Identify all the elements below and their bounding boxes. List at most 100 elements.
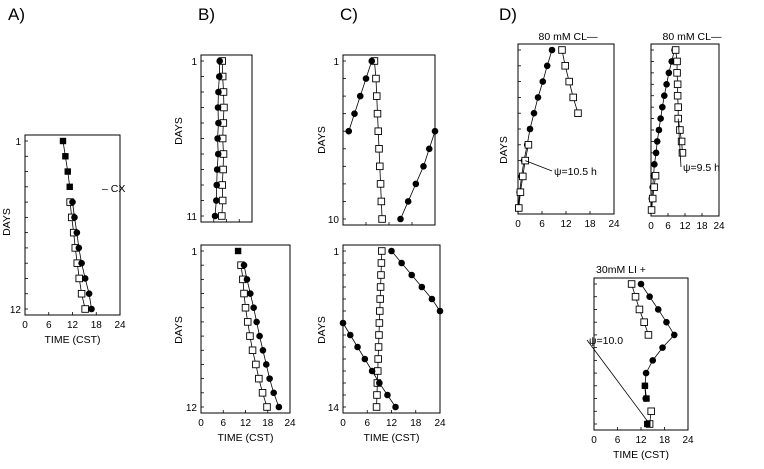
series-line [675,49,683,153]
data-point [659,344,666,351]
data-point [428,295,436,303]
y-tick-label: 1 [333,57,339,68]
data-point [71,214,78,221]
y-tick-label: 11 [187,212,198,223]
data-point [412,180,420,188]
data-point [420,163,427,170]
data-point [219,165,227,174]
data-point [376,283,385,291]
series-line [640,283,675,399]
data-point [376,307,384,315]
data-point [374,367,382,375]
data-point [234,247,242,255]
data-point [64,168,71,175]
panel-label-d: D) [499,5,517,24]
data-point [376,180,385,188]
data-point [75,244,83,252]
data-point [69,198,76,206]
data-point [248,346,257,355]
data-point [425,145,433,153]
chart-d-left: 0 6 12 18 24 DAYS 80 mM CL— ψ=10.5 h [498,31,620,230]
y-tick-label: 1 [191,247,197,258]
y-tick-label: 10 [328,215,340,226]
data-point [677,137,686,146]
x-tick-label: 18 [584,219,596,230]
data-point [214,104,222,111]
data-point [255,374,263,383]
data-point [214,150,222,158]
data-point [376,162,384,171]
data-point [519,172,527,181]
x-tick-label: 24 [608,219,620,230]
data-point [642,369,650,377]
panel-label-a: A) [8,5,25,24]
data-point [627,280,636,288]
data-point [373,109,382,118]
data-point [372,74,380,83]
data-point [215,73,223,80]
annotation-label: ψ=10.0 [589,335,623,347]
data-point [377,259,386,267]
data-point [652,149,660,157]
x-tick-label: 6 [665,221,671,232]
x-tick-label: 12 [240,418,252,429]
x-tick-label: 12 [635,435,647,446]
data-point [362,75,370,82]
data-point [77,289,86,298]
data-point [372,403,381,411]
data-point [375,145,383,153]
data-point [85,290,93,298]
x-tick-label: 0 [340,418,346,429]
y-tick-label: 12 [186,403,198,414]
x-tick-label: 18 [410,418,422,429]
data-point [631,292,640,301]
data-point [673,69,681,77]
data-point [275,403,283,411]
data-point [398,259,405,267]
series-line [518,49,553,209]
chart-c-bottom: 1 140 6 12 18 24 TIME (CST) DAYS [316,244,446,444]
data-point [392,403,399,411]
annotation-label: ψ=9.5 h [683,162,720,174]
data-point [377,271,385,279]
data-point [676,126,684,134]
chart-title: 80 mM CL— [539,31,598,43]
data-point [59,137,67,145]
x-tick-label: 18 [696,221,708,232]
data-point [650,183,658,191]
data-point [252,360,260,369]
series-line [240,265,268,408]
y-axis-label: DAYS [498,136,510,164]
y-tick-label: 1 [333,247,339,258]
plot-frame [342,54,436,226]
data-point [418,283,426,291]
data-point [215,88,222,96]
x-tick-label: 6 [615,435,621,446]
data-point [530,109,538,117]
data-point [66,183,73,191]
x-tick-label: 0 [22,320,28,331]
data-point [539,78,547,85]
plot-frame [593,277,689,431]
x-tick-label: 18 [91,320,103,331]
data-point [378,247,386,255]
annotation-leader [586,339,650,425]
data-point [376,379,383,387]
y-tick-label: 12 [10,305,22,316]
x-tick-label: 12 [560,219,572,230]
annotation-leader [525,160,553,172]
data-point [270,389,277,397]
data-point [565,77,573,86]
data-point [243,276,251,283]
data-point [548,46,556,54]
data-point [558,46,566,54]
x-tick-label: 6 [220,418,226,429]
data-point [256,332,263,340]
data-point [250,304,257,312]
data-point [375,331,383,339]
data-point [516,188,525,196]
panel-label-c: C) [340,5,358,24]
data-point [241,303,250,312]
